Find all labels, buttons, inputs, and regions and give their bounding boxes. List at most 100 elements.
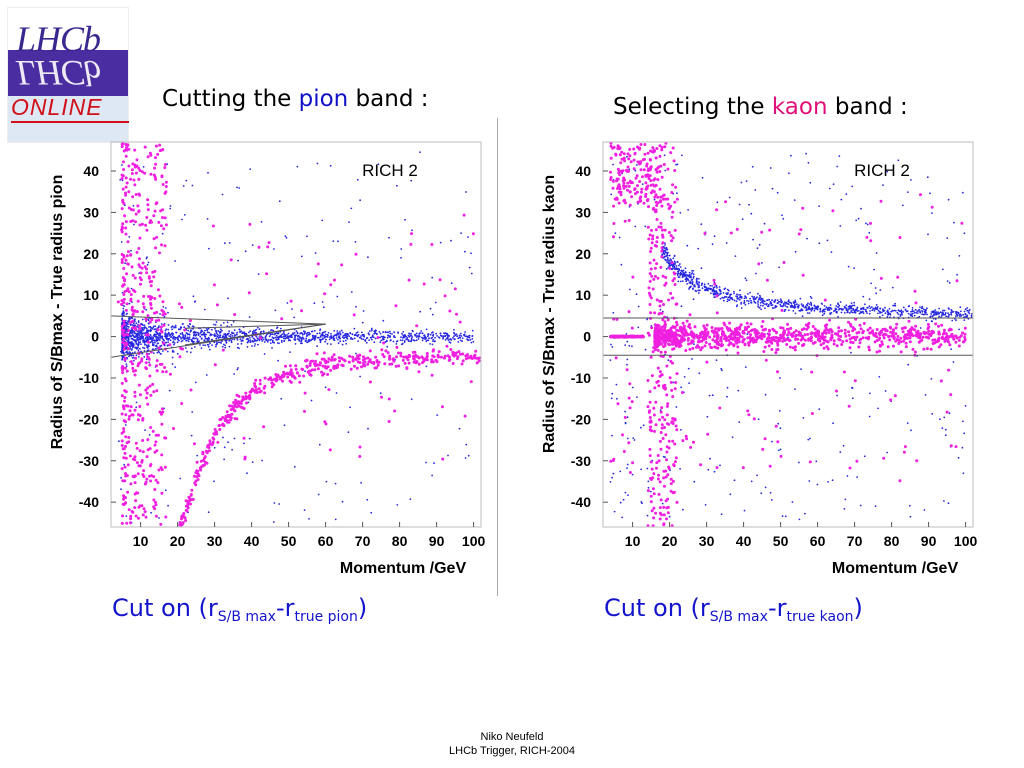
- kaon-point: [847, 333, 851, 337]
- pion-point: [894, 302, 896, 305]
- pion-point: [832, 422, 834, 425]
- pion-point: [139, 329, 142, 332]
- kaon-point: [689, 333, 693, 336]
- pion-point: [805, 308, 808, 311]
- kaon-point: [820, 332, 824, 336]
- pion-point: [864, 303, 866, 306]
- pion-point: [682, 275, 684, 278]
- pion-point: [228, 335, 231, 337]
- pion-point: [611, 476, 613, 479]
- pion-point: [853, 301, 856, 304]
- pion-point: [216, 333, 219, 336]
- pion-point: [726, 395, 728, 398]
- pion-point: [615, 383, 618, 386]
- kaon-point: [874, 332, 878, 335]
- kaon-point: [823, 335, 827, 339]
- pion-point: [802, 417, 805, 419]
- pion-point: [151, 348, 154, 351]
- pion-point: [759, 304, 762, 307]
- pion-point: [139, 347, 141, 350]
- pion-point: [153, 339, 155, 342]
- pion-point: [713, 286, 716, 289]
- pion-point: [121, 346, 124, 348]
- pion-point: [757, 300, 759, 302]
- pion-point: [808, 312, 811, 314]
- kaon-point: [781, 339, 785, 343]
- pion-point: [256, 326, 259, 329]
- pion-point: [158, 351, 161, 354]
- pion-point: [222, 322, 225, 324]
- pion-point: [961, 446, 964, 449]
- pion-point: [821, 303, 823, 305]
- pion-point: [818, 205, 820, 208]
- pion-point: [183, 326, 186, 329]
- pion-point: [747, 293, 749, 295]
- pion-point: [322, 337, 324, 339]
- pion-point: [190, 329, 193, 332]
- pion-point: [678, 276, 681, 278]
- pion-point: [790, 302, 793, 305]
- kaon-point: [806, 332, 810, 336]
- pion-point: [228, 345, 231, 348]
- pion-point: [868, 312, 871, 315]
- kaon-point: [822, 341, 826, 345]
- pion-point: [810, 297, 813, 299]
- pion-point: [764, 486, 767, 489]
- pion-point: [185, 339, 188, 342]
- pion-point: [909, 515, 912, 518]
- pion-point: [729, 493, 732, 496]
- pion-point: [270, 338, 273, 341]
- kaon-point: [840, 343, 844, 346]
- kaon-point: [948, 343, 952, 347]
- pion-point: [781, 515, 784, 518]
- pion-point: [430, 332, 433, 334]
- pion-point: [459, 336, 462, 339]
- pion-point: [758, 243, 761, 246]
- pion-point: [950, 313, 952, 315]
- pion-point: [939, 418, 941, 421]
- pion-point: [784, 301, 786, 303]
- pion-point: [943, 416, 946, 419]
- pion-point: [161, 337, 164, 340]
- pion-point: [273, 333, 276, 335]
- pion-point: [798, 309, 801, 312]
- pion-point: [271, 333, 274, 336]
- pion-point: [823, 310, 826, 313]
- pion-point: [472, 340, 475, 343]
- pion-point: [236, 331, 239, 334]
- pion-point: [771, 304, 774, 306]
- pion-point: [794, 300, 796, 303]
- pion-point: [877, 312, 879, 315]
- pion-point: [857, 309, 860, 312]
- pion-point: [738, 294, 740, 296]
- kaon-point: [785, 343, 789, 346]
- pion-point: [200, 333, 203, 336]
- pion-point: [256, 339, 259, 342]
- pion-point: [133, 331, 136, 333]
- pion-point: [627, 494, 629, 496]
- pion-point: [211, 328, 213, 331]
- pion-point: [672, 265, 674, 267]
- pion-point: [625, 333, 628, 335]
- pion-point: [804, 512, 806, 515]
- kaon-point: [861, 329, 865, 333]
- pion-point: [239, 338, 242, 341]
- pion-point: [637, 305, 640, 308]
- pion-point: [924, 394, 927, 396]
- pion-point: [837, 308, 840, 311]
- kaon-point: [840, 329, 843, 333]
- pion-point: [878, 376, 881, 378]
- pion-point: [961, 191, 964, 194]
- pion-point: [610, 343, 612, 346]
- pion-point: [155, 333, 158, 336]
- pion-point: [828, 308, 831, 311]
- kaon-point: [703, 344, 707, 348]
- pion-point: [834, 307, 837, 310]
- pion-point: [435, 332, 438, 335]
- kaon-point: [787, 339, 791, 342]
- pion-point: [152, 344, 155, 347]
- pion-point: [284, 337, 287, 340]
- pion-point: [908, 305, 911, 307]
- pion-point: [217, 330, 220, 332]
- pion-point: [839, 301, 842, 303]
